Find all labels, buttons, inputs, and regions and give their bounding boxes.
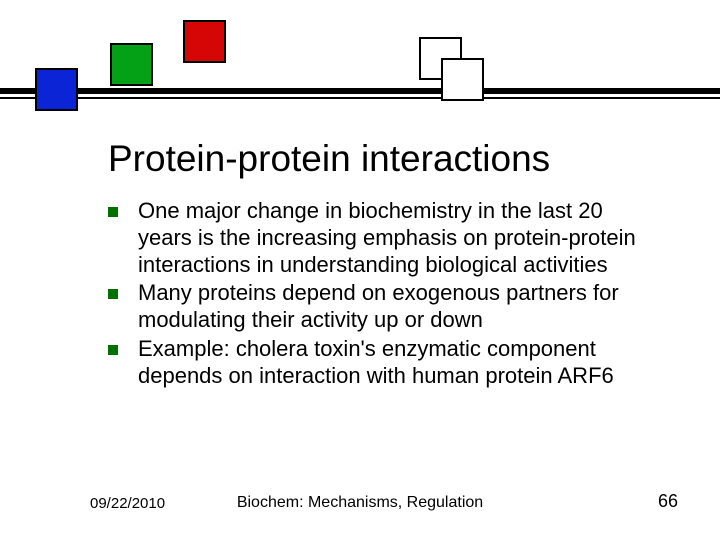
- bullet-list: One major change in biochemistry in the …: [108, 198, 638, 392]
- footer-page-number: 66: [658, 491, 678, 512]
- bullet-square-icon: [108, 207, 118, 217]
- header-square: [110, 43, 153, 86]
- bullet-square-icon: [108, 289, 118, 299]
- header-square: [35, 68, 78, 111]
- list-item: Many proteins depend on exogenous partne…: [108, 280, 638, 334]
- header-square: [183, 20, 226, 63]
- list-item: Example: cholera toxin's enzymatic compo…: [108, 336, 638, 390]
- bullet-square-icon: [108, 345, 118, 355]
- header-rule: [0, 97, 720, 99]
- header-decoration: [0, 0, 720, 140]
- bullet-text: Example: cholera toxin's enzymatic compo…: [138, 336, 638, 390]
- header-square: [441, 58, 484, 101]
- slide-footer: 09/22/2010 Biochem: Mechanisms, Regulati…: [0, 488, 720, 512]
- header-rule: [0, 88, 720, 94]
- slide-title: Protein-protein interactions: [108, 138, 550, 180]
- bullet-text: One major change in biochemistry in the …: [138, 198, 638, 278]
- bullet-text: Many proteins depend on exogenous partne…: [138, 280, 638, 334]
- list-item: One major change in biochemistry in the …: [108, 198, 638, 278]
- footer-center: Biochem: Mechanisms, Regulation: [0, 494, 720, 512]
